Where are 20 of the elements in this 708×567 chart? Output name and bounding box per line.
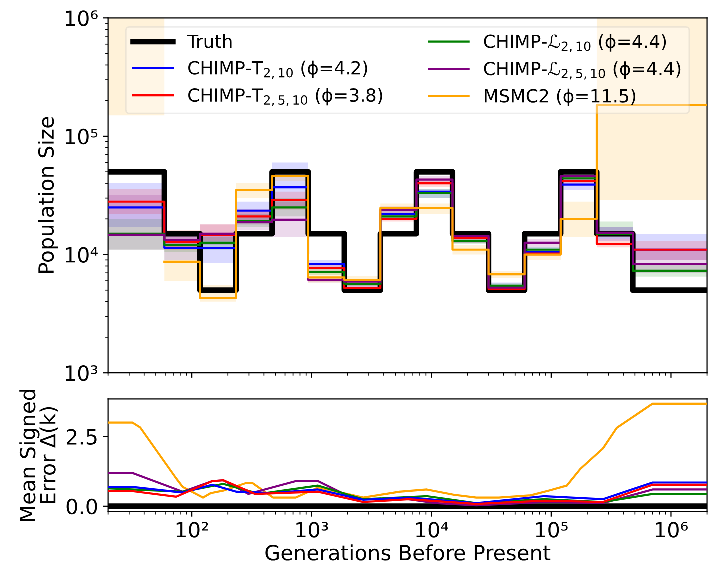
legend-label: Truth [187,34,232,48]
y-tick-label: 0.0 [66,498,98,515]
x-tick-label: 10² [176,522,208,538]
x-axis-title: Generations Before Present [266,544,551,561]
y-tick-label: 10⁶ [66,10,98,26]
x-tick-label: 10³ [296,522,328,538]
legend-label: CHIMP-ℒ$_{2,10}$ (ϕ=4.4) [484,34,666,53]
y-tick-label: 10⁵ [66,128,98,145]
y-axis-title: Mean Signed Error Δ(k) [20,390,58,521]
legend-label: CHIMP-ℒ$_{2,5,10}$ (ϕ=4.4) [484,62,681,80]
y-tick-label: 10⁴ [66,247,98,263]
y-axis-title: Population Size [38,117,58,273]
legend-label: CHIMP-T$_{2,5,10}$ (ϕ=3.8) [188,88,382,106]
x-tick-label: 10⁴ [416,522,448,538]
legend-label: CHIMP-T$_{2,10}$ (ϕ=4.2) [188,60,368,80]
x-tick-label: 10⁶ [656,522,688,538]
y-tick-label: 2.5 [66,429,97,445]
x-tick-label: 10⁵ [536,522,568,538]
y-tick-label: 10³ [66,366,98,382]
legend-label: MSMC2 (ϕ=11.5) [485,88,636,106]
